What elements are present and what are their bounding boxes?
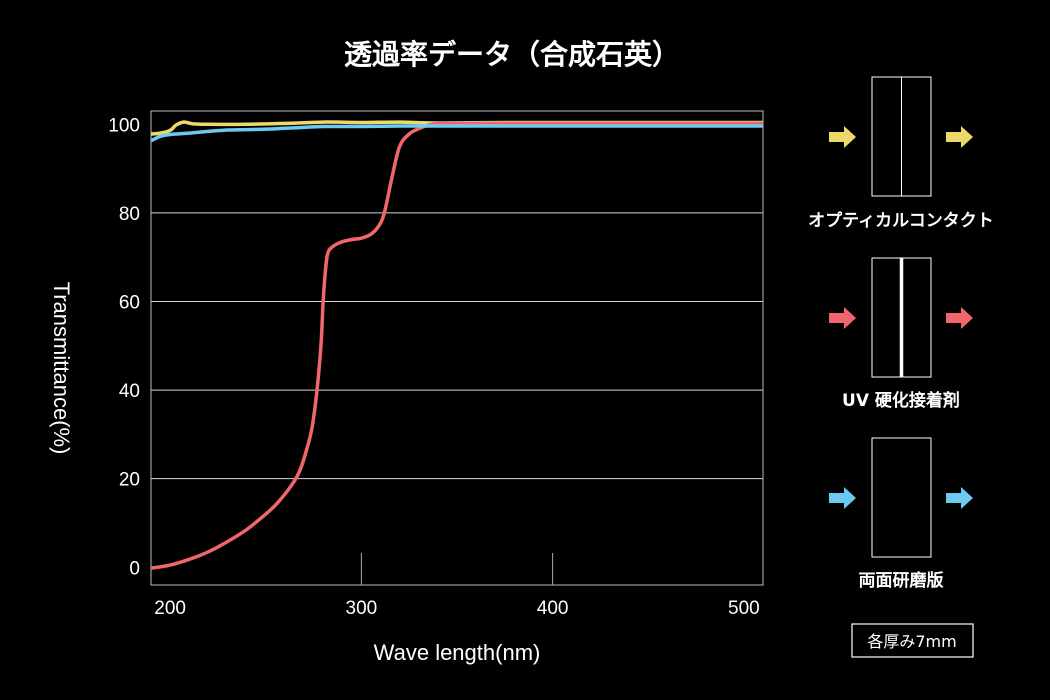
arrow-out-icon (946, 126, 973, 148)
x-axis-label: Wave length(nm) (374, 640, 541, 665)
series-line-uv-adhesive (151, 121, 763, 570)
x-tick-label: 300 (346, 598, 378, 619)
x-tick-label: 200 (154, 598, 186, 619)
y-tick-label: 80 (119, 204, 140, 225)
legend-item-label: 両面研磨版 (859, 570, 944, 591)
plot-area: 0 20 40 60 80 100 200 300 400 500 (108, 110, 764, 619)
plot-frame (150, 110, 764, 586)
thickness-note-box (851, 623, 974, 658)
legend-item-label: オプティカルコンタクト (808, 210, 994, 231)
x-tick-label: 500 (728, 598, 760, 619)
arrow-out-icon (946, 307, 973, 329)
series-group (151, 120, 763, 570)
thickness-note: 各厚み7mm (851, 623, 974, 658)
y-tick-label: 20 (119, 470, 140, 491)
legend-item: UV 硬化接着剤 (829, 257, 973, 411)
legend-item: 両面研磨版 (829, 437, 973, 591)
y-tick-label: 0 (129, 558, 140, 579)
chart-title: 透過率データ（合成石英） (344, 38, 680, 71)
y-axis-label: Transmittance(%) (49, 282, 74, 455)
arrow-in-icon (829, 126, 856, 148)
y-tick-label: 60 (119, 292, 140, 313)
thickness-note-text: 各厚み7mm (867, 632, 956, 651)
arrow-in-icon (829, 487, 856, 509)
legend-item: オプティカルコンタクト (808, 76, 994, 231)
series-line-double-polished (151, 124, 763, 143)
y-tick-label: 100 (108, 115, 140, 136)
sample-block (871, 437, 932, 558)
y-tick-label: 40 (119, 381, 140, 402)
legend-item-label: UV 硬化接着剤 (842, 390, 960, 411)
arrow-in-icon (829, 307, 856, 329)
x-tick-label: 400 (537, 598, 569, 619)
arrow-out-icon (946, 487, 973, 509)
